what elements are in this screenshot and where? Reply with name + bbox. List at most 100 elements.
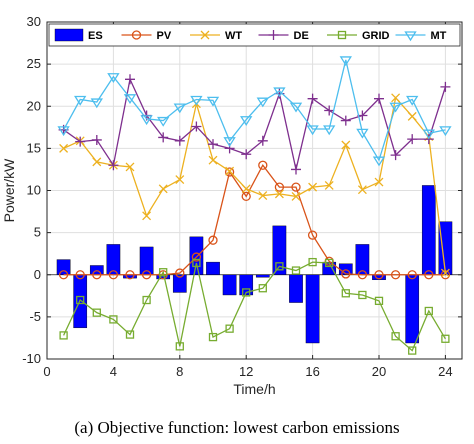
pv-point — [108, 270, 119, 280]
pv-point — [224, 167, 235, 177]
pv-point — [374, 270, 384, 280]
wt-point — [407, 111, 417, 121]
grid-point — [325, 258, 334, 268]
de-point — [191, 121, 202, 132]
x-tick-label: 12 — [239, 364, 253, 379]
grid-point — [109, 315, 118, 324]
mt-point — [140, 115, 153, 126]
wt-point — [391, 93, 401, 103]
de-point — [75, 136, 86, 147]
x-axis-label: Time/h — [233, 381, 275, 397]
grid-point — [391, 332, 400, 341]
de-point — [174, 135, 185, 146]
wt-point — [175, 175, 185, 185]
pv-point — [307, 230, 318, 240]
pv-point — [191, 252, 202, 262]
mt-point — [57, 126, 70, 137]
legend-label-wt: WT — [225, 30, 242, 42]
pv-point — [75, 270, 85, 280]
grid-point — [125, 330, 135, 339]
mt-point — [323, 125, 336, 136]
pv-point — [141, 270, 152, 280]
mt-point — [289, 102, 303, 113]
grid-point — [308, 257, 317, 267]
pv-point — [407, 270, 417, 280]
pv-point — [390, 270, 401, 280]
wt-line — [63, 96, 447, 274]
legend-label-mt: MT — [431, 30, 447, 42]
pv-point — [291, 182, 301, 192]
mt-line — [63, 59, 446, 162]
de-point — [390, 150, 401, 161]
pv-point — [125, 270, 135, 280]
wt-point — [142, 211, 152, 221]
pv-point — [357, 270, 368, 280]
grid-point — [408, 346, 417, 355]
pv-point — [258, 160, 268, 170]
mt-point — [256, 97, 269, 108]
de-point — [340, 115, 351, 126]
legend-marker-grid — [337, 30, 347, 40]
legend-box — [48, 23, 461, 47]
y-tick-label: 15 — [27, 140, 41, 155]
tick-layer: 0 4 8 12 16 20 24 -10 -5 0 5 10 15 20 25 30 — [22, 14, 462, 379]
mt-point — [190, 95, 203, 106]
pv-point — [58, 270, 69, 280]
wt-point — [308, 182, 318, 192]
mt-point — [90, 98, 103, 109]
de-point — [241, 149, 252, 160]
grid-point — [175, 342, 184, 351]
mt-point — [406, 95, 419, 106]
de-point — [407, 134, 418, 145]
de-point — [158, 132, 169, 143]
grid-point — [441, 334, 450, 343]
mt-point — [356, 128, 369, 139]
wt-point — [291, 191, 301, 201]
es-bar — [421, 185, 436, 275]
legend-label-pv: PV — [157, 30, 172, 42]
x-tick-label: 8 — [176, 364, 183, 379]
bar-layer — [56, 185, 453, 344]
de-point — [108, 160, 119, 171]
wt-point — [92, 157, 102, 167]
es-bar — [405, 274, 420, 344]
grid-point — [374, 296, 384, 306]
grid-point — [341, 289, 350, 298]
grid-point — [258, 284, 267, 293]
grid-point — [291, 266, 301, 275]
legend-label-es: ES — [88, 30, 103, 42]
pv-point — [208, 235, 218, 245]
mt-point — [389, 102, 402, 113]
legend-marker-de — [268, 30, 279, 40]
y-tick-label: 30 — [27, 14, 41, 29]
grid-line — [63, 261, 446, 352]
y-tick-label: 5 — [34, 225, 41, 240]
grid-point — [424, 306, 433, 316]
x-tick-label: 24 — [438, 364, 452, 379]
de-point — [307, 93, 318, 104]
es-bar — [305, 274, 320, 344]
y-axis-label: Power/kW — [1, 158, 17, 223]
x-tick-label: 16 — [305, 364, 319, 379]
pv-point — [274, 182, 285, 192]
de-point — [324, 105, 335, 116]
chart: 0 4 8 12 16 20 24 -10 -5 0 5 10 15 20 25 30 Time/h Powe… — [1, 14, 463, 397]
de-point — [91, 134, 102, 145]
grid-series — [59, 257, 450, 355]
grid-point — [275, 262, 284, 271]
pv-point — [92, 270, 102, 280]
grid-point — [159, 268, 168, 277]
es-bar — [206, 261, 220, 275]
grid-point — [208, 332, 218, 342]
grid-point — [242, 288, 251, 297]
legend-marker-mt — [404, 31, 417, 42]
legend: ES PV WT DE GRID MT — [48, 23, 461, 47]
wt-point — [158, 184, 168, 194]
wt-point — [258, 191, 268, 201]
grid-point — [192, 258, 201, 268]
mt-point — [339, 56, 352, 67]
mt-series — [57, 56, 452, 167]
grid-point — [76, 295, 85, 305]
pv-point — [424, 270, 434, 280]
de-point — [374, 93, 384, 104]
